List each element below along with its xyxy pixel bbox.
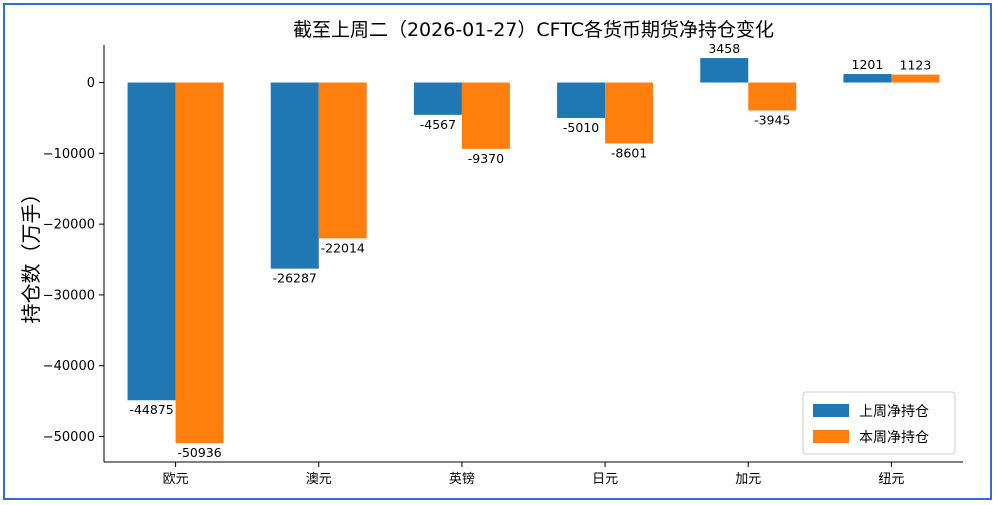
y-tick-label: −50000 [43, 430, 95, 445]
legend-swatch [813, 430, 849, 443]
bar [748, 82, 797, 111]
data-label: -44875 [129, 402, 173, 417]
x-tick-label: 欧元 [163, 472, 189, 487]
y-tick-label: −20000 [43, 218, 95, 233]
y-tick-label: −40000 [43, 359, 95, 374]
y-axis-label: 持仓数（万手） [19, 184, 43, 324]
y-tick-label: −10000 [43, 147, 95, 162]
bar [413, 82, 462, 115]
y-tick-label: 0 [87, 76, 95, 91]
x-tick-label: 澳元 [306, 471, 332, 487]
data-label: -26287 [273, 271, 317, 286]
data-label: 3458 [708, 41, 740, 56]
bar [843, 74, 892, 83]
legend-swatch [813, 404, 849, 417]
bar [175, 82, 224, 444]
bar [605, 82, 654, 144]
data-label: 1123 [900, 58, 932, 73]
data-label: -8601 [611, 145, 647, 160]
legend-label: 本周净持仓 [859, 430, 929, 446]
axes-group: 0 −10000 −20000 −30000 −40000 −50000 欧元 澳元 英镑 日元 加… [43, 45, 963, 487]
data-label: -4567 [420, 117, 456, 132]
chart-title: 截至上周二（2026-01-27）CFTC各货币期货净持仓变化 [293, 19, 774, 41]
x-tick-label: 日元 [592, 472, 618, 487]
bar [127, 82, 176, 401]
bar [461, 82, 510, 149]
data-label: -22014 [321, 240, 365, 255]
x-tick-label: 英镑 [449, 471, 475, 487]
bar [318, 82, 367, 239]
legend-label: 上周净持仓 [859, 404, 929, 420]
bars-group: -44875-50936-26287-22014-4567-9370-5010-… [127, 41, 940, 460]
bar [891, 74, 940, 83]
x-tick-label: 纽元 [878, 472, 904, 487]
bar [270, 82, 319, 269]
data-label: -5010 [563, 120, 599, 135]
bar [700, 58, 749, 83]
data-label: -3945 [754, 112, 790, 127]
x-tick-label: 加元 [735, 472, 761, 487]
data-label: -9370 [468, 151, 504, 166]
bar [557, 82, 606, 118]
data-label: 1201 [852, 57, 884, 72]
data-label: -50936 [177, 445, 221, 460]
y-tick-label: −30000 [43, 288, 95, 303]
